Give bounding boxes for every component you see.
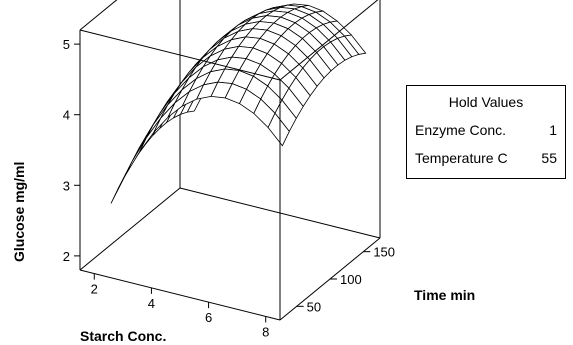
y-tick-label: 50 xyxy=(307,299,321,314)
axis-ticks: 2 3 4 5 2 4 6 8 50 100 150 xyxy=(63,37,395,339)
box-edge-left-bottom xyxy=(79,187,181,271)
surface-cell xyxy=(267,112,290,147)
x-axis-title: Starch Conc. xyxy=(80,328,166,344)
z-tick-label: 5 xyxy=(63,37,70,52)
y-axis-title: Time min xyxy=(414,287,475,303)
hold-values-box: Hold Values Enzyme Conc. 1 Temperature C… xyxy=(406,85,566,179)
x-tick-label: 8 xyxy=(262,324,269,339)
surface-cell xyxy=(139,117,162,153)
hold-row-temperature: Temperature C 55 xyxy=(415,150,557,168)
hold-label: Temperature C xyxy=(415,150,508,166)
hold-label: Enzyme Conc. xyxy=(415,122,507,138)
box-edge-left-top xyxy=(79,0,118,31)
box-edge-right-top xyxy=(279,0,379,81)
hold-values-title: Hold Values xyxy=(448,94,524,110)
z-tick-label: 2 xyxy=(63,249,70,264)
z-tick-label: 3 xyxy=(63,178,70,193)
y-tick-label: 100 xyxy=(340,272,362,287)
z-axis-title: Glucose mg/ml xyxy=(11,162,27,262)
hold-value: 55 xyxy=(541,150,557,166)
box-edge-front-top xyxy=(79,29,281,81)
box-edge-front-bottom xyxy=(79,269,281,321)
y-tick-label: 150 xyxy=(373,245,395,260)
x-tick-label: 6 xyxy=(205,310,212,325)
z-tick-label: 4 xyxy=(63,108,70,123)
hold-value: 1 xyxy=(549,122,557,138)
response-surface xyxy=(110,3,367,204)
x-tick-label: 2 xyxy=(91,282,98,297)
hold-row-enzyme: Enzyme Conc. 1 xyxy=(415,122,557,140)
x-tick-label: 4 xyxy=(148,296,155,311)
